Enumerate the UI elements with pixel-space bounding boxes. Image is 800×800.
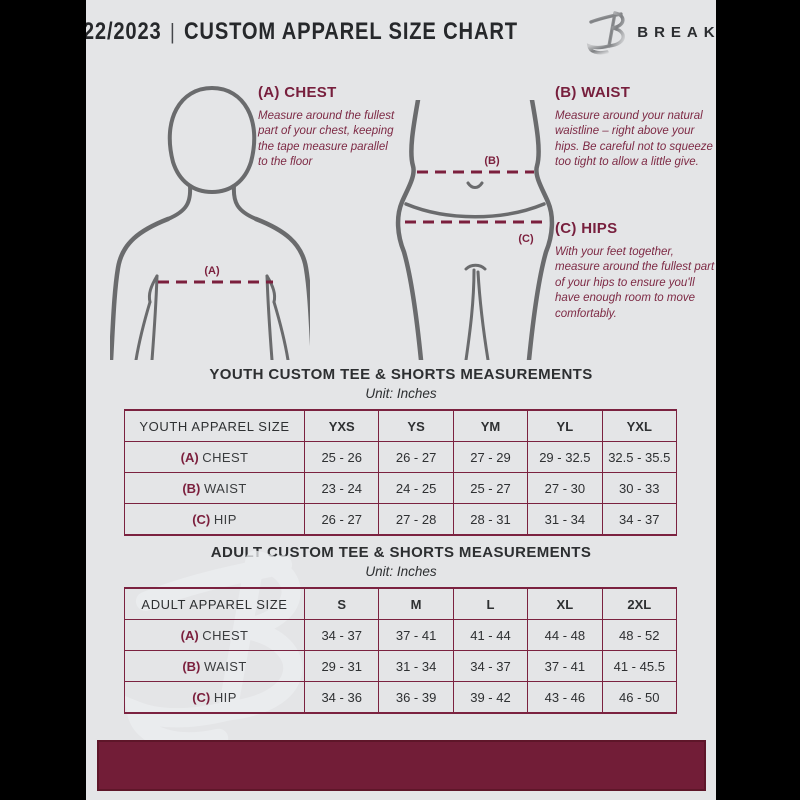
adult-size-table: ADULT APPAREL SIZE S M L XL 2XL (A) CHES… xyxy=(124,587,678,714)
cell: 30 - 33 xyxy=(601,472,678,504)
size-yl: YL xyxy=(527,409,603,442)
cell: 48 - 52 xyxy=(601,619,678,651)
hips-heading: (C) HIPS xyxy=(555,220,618,237)
cell: 28 - 31 xyxy=(452,503,529,536)
row-text: WAIST xyxy=(203,658,247,674)
adult-size-column-header: ADULT APPAREL SIZE xyxy=(124,587,305,620)
row-label: (B) WAIST xyxy=(124,650,305,682)
row-label: (C) HIP xyxy=(124,681,305,714)
chest-heading: (A) CHEST xyxy=(258,84,337,101)
cell: 43 - 46 xyxy=(527,681,603,714)
cell: 25 - 27 xyxy=(452,472,529,504)
page-header: 2022/2023 | CUSTOM APPAREL SIZE CHART xyxy=(86,0,716,64)
size-2xl: 2XL xyxy=(601,587,678,620)
brand-name: BREAKAWAY xyxy=(637,23,716,41)
row-prefix: (B) xyxy=(182,480,201,496)
cell: 29 - 31 xyxy=(303,650,380,682)
size-s: S xyxy=(303,587,380,620)
cell: 34 - 37 xyxy=(452,650,529,682)
cell: 34 - 37 xyxy=(601,503,678,536)
youth-table-title: YOUTH CUSTOM TEE & SHORTS MEASUREMENTS xyxy=(209,366,593,383)
cell: 25 - 26 xyxy=(303,441,380,473)
row-text: HIP xyxy=(213,689,237,705)
adult-table-title: ADULT CUSTOM TEE & SHORTS MEASUREMENTS xyxy=(210,544,592,561)
brand-lockup: BREAKAWAY xyxy=(585,9,716,55)
youth-size-table: YOUTH APPAREL SIZE YXS YS YM YL YXL (A) … xyxy=(124,409,678,536)
cell: 34 - 36 xyxy=(303,681,380,714)
title-separator: | xyxy=(169,19,176,44)
size-yxs: YXS xyxy=(303,409,380,442)
hips-instructions: (C) HIPS With your feet together, measur… xyxy=(555,220,716,322)
title-text: CUSTOM APPAREL SIZE CHART xyxy=(183,18,518,45)
cell: 39 - 42 xyxy=(452,681,529,714)
cell: 23 - 24 xyxy=(303,472,380,504)
row-text: WAIST xyxy=(203,480,247,496)
cell: 24 - 25 xyxy=(378,472,454,504)
cell: 31 - 34 xyxy=(378,650,454,682)
youth-size-column-header: YOUTH APPAREL SIZE xyxy=(124,409,305,442)
chest-instructions: (A) CHEST Measure around the fullest par… xyxy=(258,84,398,171)
waist-line-label: (B) xyxy=(484,155,500,167)
upper-body-figure: (A) xyxy=(110,85,310,360)
row-prefix: (B) xyxy=(182,658,201,674)
cell: 44 - 48 xyxy=(527,619,603,651)
size-ym: YM xyxy=(452,409,529,442)
waist-instructions: (B) WAIST Measure around your natural wa… xyxy=(555,84,715,171)
cell: 34 - 37 xyxy=(303,619,380,651)
adult-table-unit: Unit: Inches xyxy=(365,564,437,579)
cell: 46 - 50 xyxy=(601,681,678,714)
page-title: 2022/2023 | CUSTOM APPAREL SIZE CHART xyxy=(86,18,518,46)
size-ys: YS xyxy=(378,409,454,442)
waist-body: Measure around your natural waistline – … xyxy=(555,110,713,169)
cell: 37 - 41 xyxy=(527,650,603,682)
size-xl: XL xyxy=(527,587,603,620)
cell: 27 - 29 xyxy=(452,441,529,473)
chest-line-label: (A) xyxy=(204,265,220,277)
year-range: 2022/2023 xyxy=(86,18,162,45)
hip-line-label: (C) xyxy=(518,233,534,245)
cell: 31 - 34 xyxy=(527,503,603,536)
row-prefix: (C) xyxy=(192,511,211,527)
cell: 41 - 44 xyxy=(452,619,529,651)
adult-header-row: ADULT APPAREL SIZE S M L XL 2XL xyxy=(124,587,678,620)
cell: 26 - 27 xyxy=(303,503,380,536)
cell: 27 - 28 xyxy=(378,503,454,536)
row-prefix: (A) xyxy=(180,627,199,643)
adult-hip-row: (C) HIP 34 - 36 36 - 39 39 - 42 43 - 46 … xyxy=(124,681,678,714)
row-text: HIP xyxy=(213,511,237,527)
cell: 37 - 41 xyxy=(378,619,454,651)
youth-table-unit: Unit: Inches xyxy=(365,386,437,401)
cell: 32.5 - 35.5 xyxy=(601,441,678,473)
row-prefix: (C) xyxy=(192,689,211,705)
chest-body: Measure around the fullest part of your … xyxy=(258,110,395,169)
hips-body: With your feet together, measure around … xyxy=(555,246,715,320)
adult-waist-row: (B) WAIST 29 - 31 31 - 34 34 - 37 37 - 4… xyxy=(124,650,678,682)
cell: 27 - 30 xyxy=(527,472,603,504)
youth-header-row: YOUTH APPAREL SIZE YXS YS YM YL YXL xyxy=(124,409,678,442)
size-yxl: YXL xyxy=(601,409,678,442)
waist-heading: (B) WAIST xyxy=(555,84,631,101)
row-prefix: (A) xyxy=(180,449,199,465)
row-label: (C) HIP xyxy=(124,503,305,536)
lower-body-figure: (B) (C) xyxy=(395,100,555,360)
breakaway-logo-icon xyxy=(585,9,627,55)
cell: 41 - 45.5 xyxy=(601,650,678,682)
row-label: (B) WAIST xyxy=(124,472,305,504)
row-text: CHEST xyxy=(202,627,249,643)
footer-accent-bar xyxy=(97,740,706,791)
youth-chest-row: (A) CHEST 25 - 26 26 - 27 27 - 29 29 - 3… xyxy=(124,441,678,473)
size-m: M xyxy=(378,587,454,620)
adult-chest-row: (A) CHEST 34 - 37 37 - 41 41 - 44 44 - 4… xyxy=(124,619,678,651)
cell: 36 - 39 xyxy=(378,681,454,714)
row-text: CHEST xyxy=(202,449,249,465)
cell: 26 - 27 xyxy=(378,441,454,473)
youth-waist-row: (B) WAIST 23 - 24 24 - 25 25 - 27 27 - 3… xyxy=(124,472,678,504)
youth-hip-row: (C) HIP 26 - 27 27 - 28 28 - 31 31 - 34 … xyxy=(124,503,678,536)
cell: 29 - 32.5 xyxy=(527,441,603,473)
row-label: (A) CHEST xyxy=(124,619,305,651)
size-chart-page: 2022/2023 | CUSTOM APPAREL SIZE CHART xyxy=(86,0,716,800)
row-label: (A) CHEST xyxy=(124,441,305,473)
size-l: L xyxy=(452,587,529,620)
